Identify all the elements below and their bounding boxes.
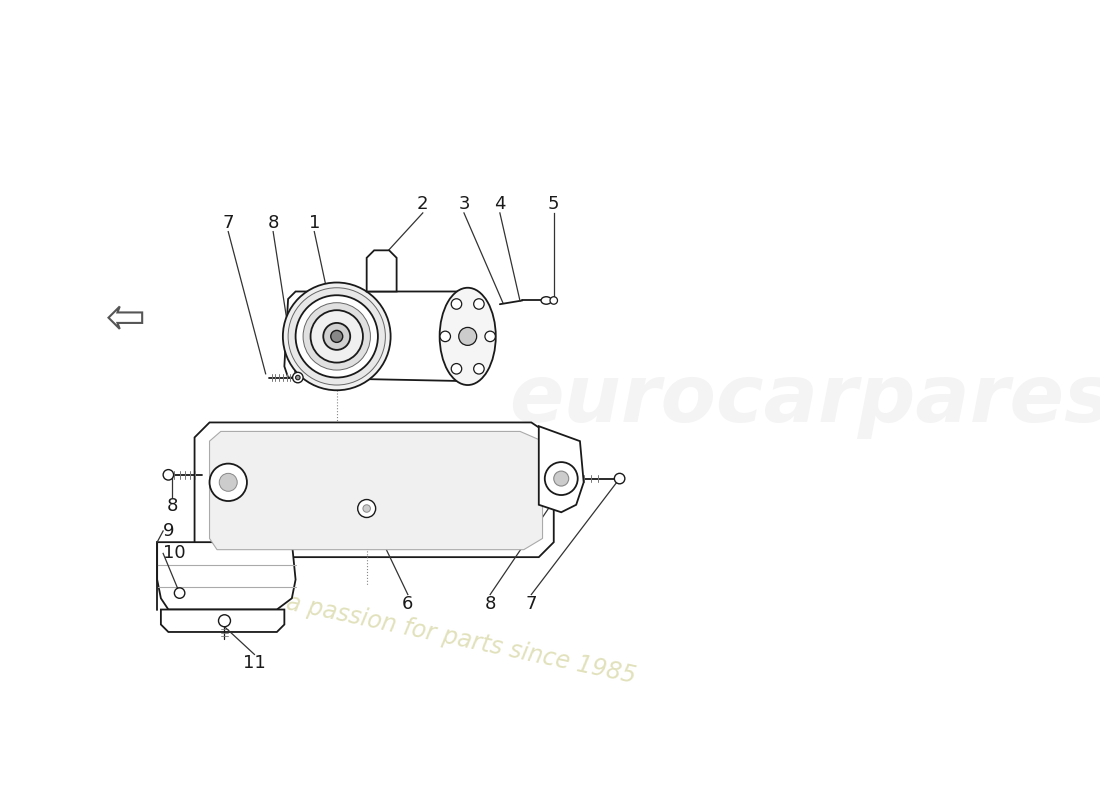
Text: 4: 4	[494, 195, 506, 213]
Circle shape	[363, 505, 371, 512]
Circle shape	[296, 295, 378, 378]
Circle shape	[209, 464, 246, 501]
Text: eurocarpares: eurocarpares	[509, 361, 1100, 439]
Polygon shape	[195, 422, 553, 557]
Circle shape	[485, 331, 495, 342]
Ellipse shape	[440, 288, 496, 385]
Circle shape	[440, 331, 451, 342]
Text: 10: 10	[163, 545, 186, 562]
Circle shape	[615, 474, 625, 484]
Text: 11: 11	[243, 654, 266, 673]
Circle shape	[323, 323, 350, 350]
Text: 7: 7	[526, 594, 537, 613]
Ellipse shape	[541, 297, 551, 304]
Polygon shape	[366, 250, 397, 291]
Circle shape	[553, 471, 569, 486]
Text: 2: 2	[417, 195, 429, 213]
Text: 7: 7	[222, 214, 234, 232]
Circle shape	[288, 288, 385, 385]
Text: a passion for parts since 1985: a passion for parts since 1985	[285, 590, 638, 688]
Circle shape	[550, 297, 558, 304]
Circle shape	[175, 588, 185, 598]
Circle shape	[474, 298, 484, 310]
Text: 8: 8	[166, 498, 178, 515]
Text: 8: 8	[484, 594, 496, 613]
Circle shape	[358, 499, 376, 518]
Circle shape	[310, 310, 363, 362]
Text: 8: 8	[267, 214, 278, 232]
Circle shape	[451, 363, 462, 374]
Circle shape	[474, 363, 484, 374]
Circle shape	[451, 298, 462, 310]
Circle shape	[293, 372, 304, 382]
Text: 5: 5	[548, 195, 560, 213]
Polygon shape	[157, 542, 296, 610]
Circle shape	[219, 614, 231, 626]
Circle shape	[331, 330, 343, 342]
Polygon shape	[209, 431, 542, 550]
Circle shape	[544, 462, 578, 495]
Text: 1: 1	[309, 214, 320, 232]
Polygon shape	[285, 291, 485, 382]
Polygon shape	[161, 610, 285, 632]
Polygon shape	[539, 426, 584, 512]
Text: 3: 3	[459, 195, 470, 213]
Polygon shape	[109, 306, 142, 329]
Text: 6: 6	[403, 594, 414, 613]
Circle shape	[296, 375, 300, 380]
Circle shape	[163, 470, 174, 480]
Circle shape	[304, 302, 371, 370]
Circle shape	[459, 327, 476, 346]
Circle shape	[283, 282, 390, 390]
Text: 9: 9	[163, 522, 175, 540]
Circle shape	[219, 474, 238, 491]
